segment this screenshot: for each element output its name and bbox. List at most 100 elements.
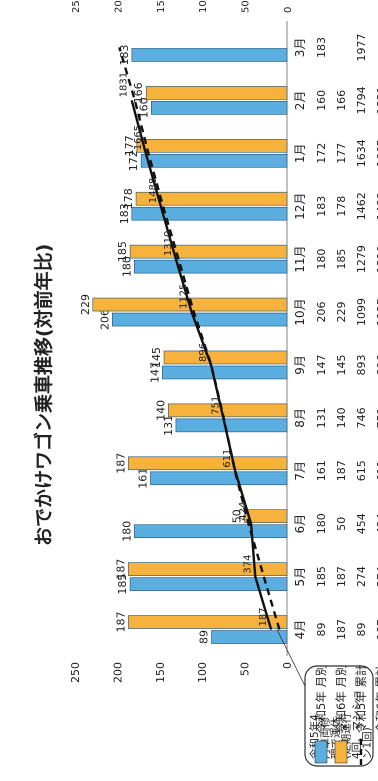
- bar: [134, 524, 288, 539]
- table-cell: 187: [335, 566, 348, 587]
- data-table: 令和5年 月別 89 185 180 161 131 147 206 180 183 172 160 1…: [314, 33, 378, 765]
- table-cell: 896: [375, 354, 378, 375]
- plot-area: 0501001502002500500100015002000250089185…: [69, 0, 307, 687]
- line-value-label: 1831: [119, 72, 130, 97]
- table-row-label: 令和6年 月別: [334, 665, 348, 733]
- y-left-tick-label: 200: [111, 662, 124, 683]
- table-cell: 178: [335, 196, 348, 217]
- annotation-pointer: [276, 629, 306, 687]
- bar: [128, 615, 288, 629]
- legend-key-bar: [334, 740, 348, 764]
- table-cell: 177: [335, 143, 348, 164]
- x-tick-label: 8月: [293, 408, 307, 428]
- bar-value-label: 180: [120, 256, 133, 277]
- table-cell: 206: [315, 302, 328, 323]
- table-row-label: 令和6年 累計: [374, 665, 378, 733]
- table-cell: 185: [335, 249, 348, 270]
- table-cell: 187: [335, 460, 348, 481]
- x-tick-label: 7月: [293, 461, 307, 481]
- x-tick-label: 4月: [293, 620, 307, 640]
- x-tick-label: 9月: [293, 355, 307, 375]
- y-right-tick-label: 1500: [156, 0, 167, 13]
- bar: [175, 418, 288, 433]
- table-cell: 1099: [355, 298, 368, 326]
- y-right-tick-label: 500: [241, 0, 252, 13]
- y-right-tick-label: 0: [283, 7, 294, 13]
- bar-value-label: 160: [137, 97, 150, 118]
- y-right-tick-label: 2500: [71, 0, 82, 13]
- table-cell: 187: [335, 619, 348, 640]
- bar-value-label: 185: [116, 574, 129, 595]
- table-cell: 1310: [375, 245, 378, 273]
- line-value-label: 751: [210, 396, 221, 415]
- bar: [112, 312, 288, 327]
- table-cell: 274: [355, 566, 368, 587]
- table-cell: 185: [315, 566, 328, 587]
- bar: [135, 191, 288, 206]
- table-cell: 454: [355, 513, 368, 534]
- table-cell: 140: [335, 407, 348, 428]
- table-cell: 1831: [375, 86, 378, 114]
- bar-value-label: 206: [98, 309, 111, 330]
- table-cell: 183: [315, 196, 328, 217]
- table-cell: 746: [355, 407, 368, 428]
- bar-value-label: 89: [198, 630, 211, 644]
- y-right-tick-label: 1000: [198, 0, 209, 13]
- bar: [134, 259, 288, 274]
- bar-value-label: 172: [127, 150, 140, 171]
- line-value-label: 1310: [163, 231, 174, 256]
- table-cell: 166: [335, 90, 348, 111]
- x-tick-label: 10月: [293, 298, 307, 325]
- bar-value-label: 178: [122, 188, 135, 209]
- chart-title: おでかけワゴン乗車推移(対前年比): [32, 244, 55, 546]
- bar-value-label: 187: [114, 453, 127, 474]
- table-cell: 187: [375, 619, 378, 640]
- bar-value-label: 183: [118, 203, 131, 224]
- table-cell: 1794: [355, 86, 368, 114]
- bar: [162, 365, 288, 380]
- bar: [129, 244, 288, 259]
- bar: [129, 577, 288, 591]
- bar: [151, 101, 288, 115]
- bar: [211, 630, 288, 644]
- bar: [163, 350, 288, 365]
- series-line: [130, 100, 273, 630]
- y-left-tick-label: 100: [196, 662, 209, 683]
- x-tick-label: 6月: [293, 514, 307, 534]
- bar-value-label: 147: [148, 362, 161, 383]
- table-cell: 172: [315, 143, 328, 164]
- bar: [131, 206, 288, 221]
- x-tick-label: 2月: [293, 91, 307, 111]
- table-cell: 89: [355, 623, 368, 637]
- table-cell: 180: [315, 249, 328, 270]
- line-value-label: 374: [242, 555, 253, 574]
- x-tick-label: 5月: [293, 567, 307, 587]
- line-value-label: 1665: [133, 125, 144, 150]
- y-left-tick-label: 250: [69, 662, 82, 683]
- line-value-label: 424: [238, 502, 249, 521]
- annotation-line: ン1回): [362, 727, 374, 759]
- table-cell: 1462: [355, 192, 368, 220]
- table-cell: 374: [375, 566, 378, 587]
- y-left-tick-label: 0: [281, 662, 294, 669]
- table-cell: 1488: [375, 192, 378, 220]
- bar-value-label: 50: [231, 509, 244, 523]
- bar: [128, 562, 288, 576]
- table-cell: 131: [315, 407, 328, 428]
- table-row-label: 令和5年 月別: [314, 665, 328, 733]
- bar-value-label: 161: [136, 468, 149, 489]
- table-cell: 147: [315, 354, 328, 375]
- line-value-label: 187: [258, 607, 269, 626]
- y-right-tick-label: 2000: [113, 0, 124, 13]
- bar: [131, 48, 288, 62]
- table-cell: 89: [315, 623, 328, 637]
- line-value-label: 1488: [148, 178, 159, 203]
- table-cell: 160: [315, 90, 328, 111]
- bar: [128, 456, 288, 471]
- bar: [136, 138, 288, 153]
- table-cell: 1125: [375, 298, 378, 326]
- table-cell: 424: [375, 513, 378, 534]
- table-cell: 50: [335, 517, 348, 531]
- bar: [145, 86, 288, 100]
- bar-value-label: 145: [150, 347, 163, 368]
